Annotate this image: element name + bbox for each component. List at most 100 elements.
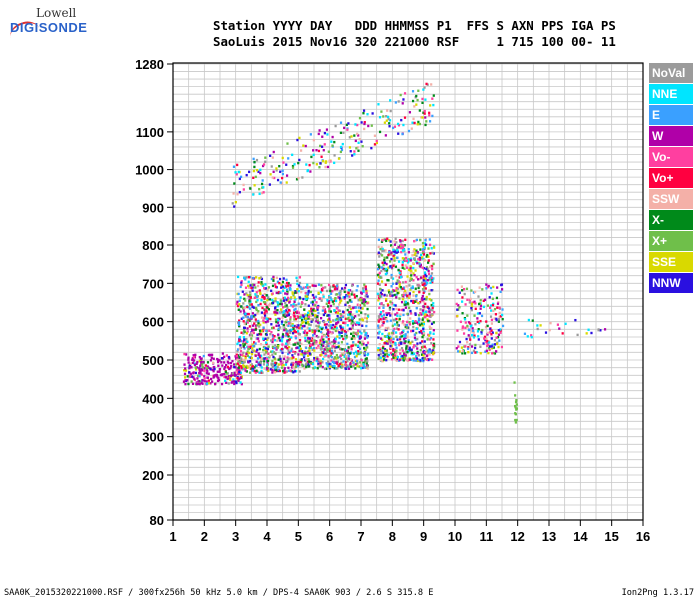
echo-point (187, 361, 190, 364)
echo-point (430, 299, 433, 302)
echo-point (355, 310, 358, 313)
echo-point (284, 315, 287, 318)
echo-point (379, 276, 382, 279)
echo-point (243, 365, 246, 369)
echo-point (389, 351, 393, 355)
echo-point (263, 286, 266, 290)
echo-point (257, 363, 260, 366)
echo-point (216, 360, 220, 364)
echo-point (406, 335, 409, 338)
echo-point (309, 170, 312, 173)
echo-point (328, 307, 331, 311)
echo-point (290, 296, 293, 299)
echo-point (395, 293, 398, 297)
echo-point (400, 287, 403, 290)
echo-point (333, 342, 336, 345)
echo-point (353, 153, 356, 156)
echo-point (587, 328, 590, 331)
echo-point (380, 240, 384, 243)
echo-point (344, 348, 347, 352)
echo-point (281, 343, 284, 346)
echo-point (319, 360, 322, 363)
echo-point (316, 315, 319, 319)
echo-point (424, 313, 427, 316)
echo-point (363, 354, 366, 357)
echo-point (402, 286, 406, 289)
echo-point (245, 276, 248, 279)
echo-point (404, 253, 407, 256)
echo-point (191, 358, 194, 361)
echo-point (271, 340, 274, 344)
echo-point (425, 82, 428, 86)
echo-point (184, 369, 188, 372)
echo-point (250, 363, 254, 366)
echo-point (238, 339, 241, 342)
echo-point (297, 161, 300, 165)
echo-point (290, 304, 293, 307)
echo-point (242, 316, 245, 319)
echo-point (272, 326, 275, 329)
echo-point (488, 348, 491, 351)
echo-point (287, 329, 290, 333)
echo-point (257, 352, 260, 355)
echo-point (423, 242, 427, 245)
echo-point (270, 350, 273, 353)
echo-point (397, 281, 400, 284)
echo-point (515, 407, 519, 410)
echo-point (250, 337, 253, 340)
echo-point (461, 296, 464, 299)
echo-point (329, 326, 332, 329)
echo-point (277, 324, 280, 327)
echo-point (367, 124, 370, 128)
echo-point (343, 297, 346, 300)
echo-point (265, 306, 268, 309)
echo-point (293, 308, 296, 312)
echo-point (514, 418, 517, 422)
echo-point (274, 299, 277, 303)
echo-point (471, 327, 474, 330)
echo-point (489, 328, 492, 331)
echo-point (388, 312, 391, 315)
echo-point (378, 343, 381, 346)
echo-point (316, 357, 319, 361)
echo-point (392, 308, 395, 311)
echo-point (286, 291, 289, 294)
echo-point (396, 323, 399, 327)
echo-point (423, 112, 426, 115)
echo-point (300, 358, 303, 361)
echo-point (468, 336, 471, 339)
echo-point (221, 373, 224, 376)
echo-point (262, 284, 265, 287)
echo-point (263, 292, 266, 296)
echo-point (306, 283, 309, 286)
echo-point (307, 323, 310, 326)
echo-point (496, 302, 500, 305)
echo-point (398, 358, 401, 362)
echo-point (217, 364, 220, 367)
echo-point (239, 353, 242, 356)
echo-point (305, 365, 308, 369)
echo-point (404, 351, 407, 354)
echo-point (242, 336, 246, 339)
echo-point (392, 248, 395, 251)
echo-point (382, 351, 385, 354)
echo-point (424, 310, 428, 314)
echo-point (248, 303, 252, 306)
echo-point (381, 247, 384, 251)
echo-point (486, 333, 489, 336)
echo-point (361, 324, 364, 327)
echo-point (276, 178, 280, 182)
echo-point (421, 294, 424, 298)
echo-point (357, 141, 360, 144)
echo-point (351, 290, 354, 293)
echo-point (383, 293, 386, 297)
echo-point (306, 292, 309, 295)
echo-point (353, 355, 357, 359)
echo-point (255, 360, 258, 363)
echo-point (251, 289, 254, 292)
echo-point (287, 335, 290, 338)
echo-point (491, 343, 494, 346)
echo-point (348, 352, 352, 355)
echo-point (328, 349, 332, 353)
echo-point (315, 320, 318, 323)
